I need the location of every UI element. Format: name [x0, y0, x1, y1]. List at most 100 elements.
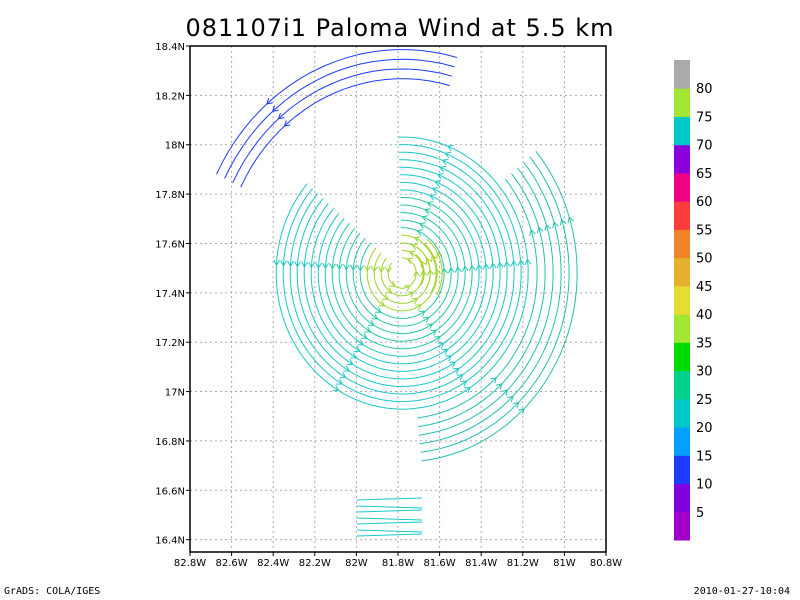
streamline-arrow: [447, 267, 455, 274]
streamline-arrow: [350, 352, 357, 359]
colorbar-label: 45: [696, 280, 713, 295]
streamline-arrow: [447, 144, 454, 152]
streamline-arrow: [468, 265, 476, 272]
colorbar-label: 60: [696, 195, 713, 210]
streamline-arrow: [518, 408, 525, 415]
colorbar-segment: [674, 455, 690, 485]
colorbar-label: 75: [696, 110, 713, 125]
streamline-arrow: [420, 261, 427, 268]
colorbar-segment: [674, 229, 690, 259]
y-tick-label: 17.2N: [155, 338, 185, 349]
chart-title: 081107i1 Paloma Wind at 5.5 km: [185, 14, 615, 42]
streamline-arrow: [444, 151, 452, 159]
colorbar-label: 30: [696, 365, 713, 380]
streamline-arrow: [375, 306, 382, 313]
streamline-south: [356, 505, 423, 509]
streamline-inner: [282, 144, 522, 403]
streamline-arrow: [411, 298, 418, 305]
streamline-inner: [352, 219, 452, 327]
streamline-arrow: [315, 262, 323, 269]
colorbar-segment: [674, 285, 690, 315]
streamline-arrow: [336, 378, 343, 385]
streamline-arrow: [432, 187, 439, 194]
streamline-arrow: [429, 194, 436, 201]
streamline-arrow: [350, 264, 357, 271]
streamline-arrow: [364, 326, 371, 333]
streamline-arrow: [272, 105, 279, 112]
streamline-arrow: [422, 317, 430, 324]
streamline-arrow: [385, 287, 393, 294]
streamline-inner: [331, 197, 473, 350]
streamline-arrow: [357, 265, 364, 271]
streamline-arrow: [434, 336, 441, 343]
streamline-arrow: [512, 402, 519, 409]
y-tick-label: 16.8N: [155, 437, 185, 448]
y-tick-label: 18.2N: [155, 91, 185, 102]
x-tick-label: 82W: [345, 558, 368, 569]
y-tick-label: 17N: [165, 388, 185, 399]
colorbar-label: 5: [696, 506, 704, 521]
y-tick-label: 18.4N: [155, 42, 185, 53]
streamline-arrow: [536, 227, 544, 234]
streamline-arrow: [417, 229, 424, 236]
y-tick-label: 18N: [165, 141, 185, 152]
streamline-arrow: [418, 310, 426, 317]
colorbar-segment: [674, 144, 690, 174]
streamline-arrow: [329, 263, 337, 269]
colorbar-segment: [674, 314, 690, 343]
colorbar-segment: [674, 172, 690, 202]
streamline-arrow: [273, 259, 281, 266]
streamline-arrow: [427, 201, 434, 208]
streamline-arrow: [439, 165, 447, 173]
x-tick-label: 81.2W: [507, 558, 539, 569]
streamline-arrow: [284, 120, 291, 127]
streamline-arrow: [353, 346, 361, 352]
streamline-arrow: [346, 359, 354, 365]
streamline-arrow: [368, 319, 375, 326]
streamline-inner: [310, 174, 494, 372]
streamline-arrow: [407, 291, 414, 298]
x-tick-label: 82.8W: [174, 558, 206, 569]
streamline-arrow: [414, 236, 421, 243]
streamline-arrow: [501, 389, 508, 396]
colorbar-label: 55: [696, 223, 713, 238]
streamline-arrow: [495, 383, 503, 390]
streamline-arrow: [322, 262, 330, 269]
streamline-arrow: [475, 264, 483, 271]
streamline-arrow: [343, 365, 350, 372]
streamline-arrow: [336, 263, 344, 270]
streamline-arrow: [371, 265, 378, 272]
colorbar-segment: [674, 427, 690, 456]
streamline-core: [426, 238, 443, 296]
streamline-south: [356, 517, 423, 521]
streamline-arrow: [442, 158, 449, 166]
colorbar-segment: [674, 257, 690, 287]
streamline-arrow: [524, 259, 532, 266]
x-tick-label: 81.4W: [465, 558, 497, 569]
x-tick-label: 81.8W: [382, 558, 414, 569]
streamline-inner: [289, 151, 515, 395]
streamline-inner: [303, 166, 501, 380]
streamline-arrow: [378, 300, 385, 307]
streamline-arrow: [339, 372, 347, 379]
colorbar-label: 10: [696, 478, 713, 493]
streamline-inner: [275, 136, 529, 410]
streamline-outer: [419, 162, 562, 445]
streamline-core: [422, 243, 437, 293]
streamline-south: [356, 497, 423, 501]
streamline-south: [356, 529, 423, 533]
streamline-outer: [420, 156, 570, 453]
colorbar-segment: [674, 398, 690, 428]
streamline-arrow: [489, 262, 497, 269]
streamline-arrow: [385, 266, 392, 273]
streamline-south: [356, 521, 423, 525]
streamline-arrow: [424, 208, 431, 215]
streamline-arrow: [406, 257, 414, 264]
streamline-inner: [380, 249, 424, 297]
streamline-north: [232, 68, 453, 184]
colorbar-label: 20: [696, 421, 713, 436]
streamline-arrow: [490, 377, 497, 384]
streamline-inner: [345, 212, 459, 335]
streamline-arrow: [389, 280, 396, 287]
